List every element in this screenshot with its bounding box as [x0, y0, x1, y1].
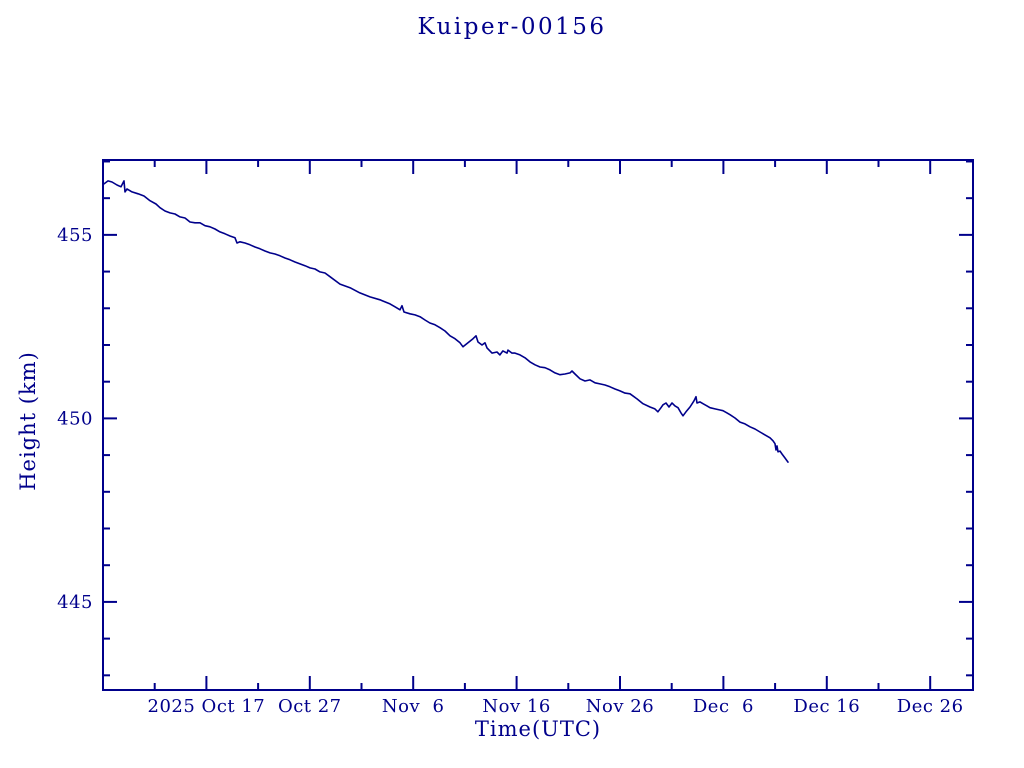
y-axis-title: Height (km): [16, 351, 40, 491]
x-tick-label: Dec 26: [897, 696, 964, 717]
y-tick-label: 450: [57, 408, 93, 429]
y-tick-label: 455: [57, 225, 93, 246]
plot-frame: [102, 159, 974, 691]
height-series-line: [103, 180, 789, 463]
x-tick-label: Dec 16: [793, 696, 860, 717]
x-tick-label: Nov 26: [586, 696, 654, 717]
x-tick-label: Nov 16: [482, 696, 550, 717]
x-tick-label: Dec 6: [693, 696, 754, 717]
chart-title: Kuiper-00156: [417, 14, 607, 40]
x-tick-label: 2025 Oct 17: [148, 696, 266, 717]
x-tick-label: Oct 27: [278, 696, 342, 717]
x-tick-label: Nov 6: [382, 696, 445, 717]
y-tick-label: 445: [57, 592, 93, 613]
x-axis-title: Time(UTC): [474, 717, 602, 741]
